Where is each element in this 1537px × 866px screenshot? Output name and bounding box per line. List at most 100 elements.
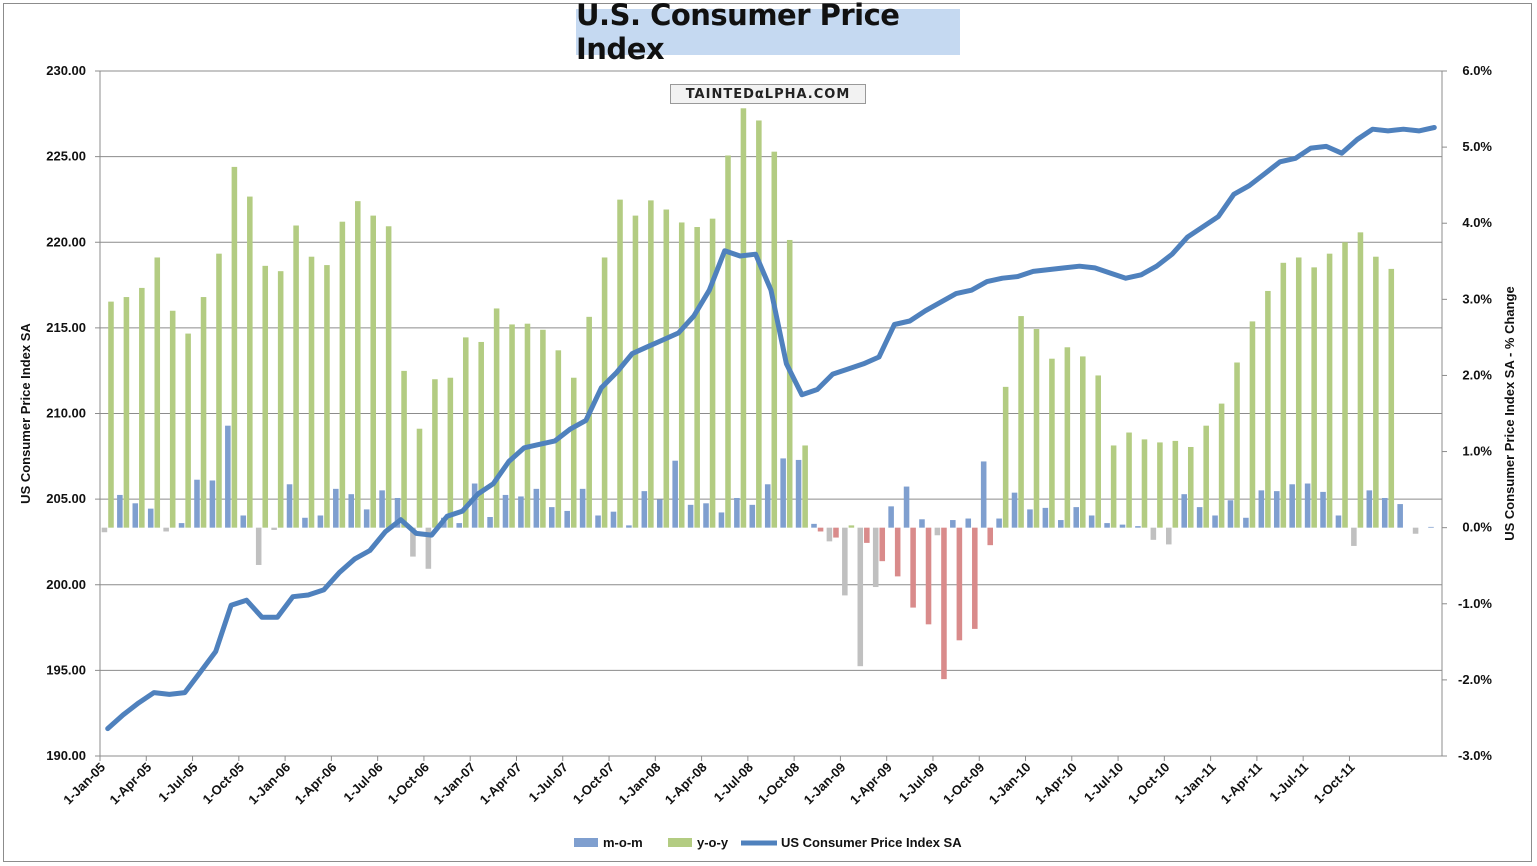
bar-y-o-y (694, 227, 700, 528)
x-tick-label: 1-Apr-09 (847, 760, 895, 808)
bar-m-o-m (1166, 527, 1172, 545)
bar-y-o-y (1357, 232, 1364, 528)
bar-m-o-m (764, 484, 771, 528)
bar-m-o-m (1073, 507, 1080, 528)
bar-m-o-m (1335, 515, 1342, 528)
y-left-tick-label: 210.00 (46, 406, 86, 421)
legend-label-y-o-y: y-o-y (697, 835, 729, 850)
x-tick-label: 1-Jan-07 (430, 760, 478, 808)
bar-m-o-m (1381, 497, 1388, 528)
bar-m-o-m (1351, 527, 1357, 546)
bar-m-o-m (1119, 524, 1126, 528)
bar-m-o-m (1088, 515, 1095, 528)
x-tick-label: 1-Jan-08 (616, 760, 664, 808)
bar-y-o-y (1002, 386, 1009, 528)
bar-y-o-y (478, 341, 484, 528)
x-tick-label: 1-Apr-10 (1032, 760, 1080, 808)
legend-swatch-y-o-y (668, 838, 692, 847)
bar-y-o-y (709, 218, 716, 528)
x-tick-label: 1-Oct-11 (1311, 760, 1358, 807)
bar-m-o-m (163, 527, 169, 532)
bar-y-o-y (524, 323, 531, 528)
bar-m-o-m (1027, 509, 1033, 528)
chart-frame (3, 3, 1532, 862)
x-tick-label: 1-Jan-10 (986, 760, 1034, 808)
y-left-tick-label: 190.00 (46, 748, 86, 763)
x-tick-label: 1-Jan-09 (801, 760, 849, 808)
x-tick-label: 1-Oct-08 (755, 760, 802, 807)
y-right-tick-label: -2.0% (1458, 672, 1492, 687)
y-right-tick-label: 3.0% (1462, 291, 1492, 306)
bar-m-o-m (379, 490, 385, 528)
bar-m-o-m (888, 506, 894, 528)
bar-y-o-y (756, 120, 762, 528)
bar-y-o-y (894, 527, 901, 577)
bar-m-o-m (842, 527, 848, 596)
bar-m-o-m (117, 494, 123, 528)
bar-y-o-y (1157, 442, 1163, 528)
bar-y-o-y (1018, 316, 1024, 528)
legend-label-m-o-m: m-o-m (603, 835, 643, 850)
x-tick-label: 1-Jan-05 (60, 760, 108, 808)
legend-label-cpi: US Consumer Price Index SA (781, 835, 962, 850)
y-right-tick-label: 0.0% (1462, 520, 1492, 535)
x-tick-label: 1-Oct-07 (570, 760, 617, 807)
bar-m-o-m (410, 527, 416, 557)
bar-m-o-m (1273, 491, 1280, 528)
bar-m-o-m (101, 527, 108, 533)
bar-y-o-y (956, 527, 963, 641)
bar-y-o-y (231, 166, 238, 528)
bar-m-o-m (456, 523, 462, 528)
bar-y-o-y (385, 226, 392, 528)
bar-m-o-m (333, 488, 339, 528)
bar-y-o-y (802, 445, 808, 528)
y-right-tick-label: -3.0% (1458, 748, 1492, 763)
bar-m-o-m (934, 527, 941, 536)
bar-m-o-m (286, 484, 293, 528)
bar-y-o-y (1095, 375, 1101, 528)
y-right-tick-label: 4.0% (1462, 215, 1492, 230)
bar-m-o-m (564, 510, 570, 528)
bar-m-o-m (348, 494, 355, 528)
bar-y-o-y (216, 253, 222, 528)
bar-m-o-m (687, 504, 694, 528)
x-tick-label: 1-Oct-09 (940, 760, 987, 807)
bar-y-o-y (200, 297, 207, 528)
bar-m-o-m (610, 511, 617, 528)
bar-m-o-m (703, 503, 709, 528)
bar-y-o-y (910, 527, 916, 608)
x-tick-label: 1-Apr-08 (662, 760, 710, 808)
bar-m-o-m (872, 527, 879, 588)
bar-y-o-y (663, 209, 670, 528)
bar-y-o-y (432, 379, 438, 528)
bar-m-o-m (363, 509, 370, 528)
bar-y-o-y (648, 200, 654, 528)
bar-m-o-m (718, 512, 725, 528)
bar-y-o-y (169, 310, 176, 528)
bar-y-o-y (1249, 321, 1256, 528)
bar-y-o-y (308, 256, 315, 528)
bar-m-o-m (919, 519, 925, 528)
bar-m-o-m (502, 494, 509, 528)
x-tick-label: 1-Jul-11 (1266, 760, 1311, 805)
bar-y-o-y (185, 333, 191, 528)
bar-y-o-y (1141, 439, 1148, 528)
bar-m-o-m (1320, 491, 1326, 528)
bar-m-o-m (811, 523, 817, 528)
bar-y-o-y (817, 527, 824, 532)
bar-m-o-m (271, 527, 277, 530)
bar-m-o-m (1196, 507, 1203, 528)
bar-y-o-y (725, 155, 731, 528)
bar-y-o-y (586, 316, 592, 528)
bar-y-o-y (972, 527, 978, 629)
y-left-tick-label: 225.00 (46, 149, 86, 164)
x-tick-label: 1-Apr-07 (477, 760, 525, 808)
x-tick-label: 1-Apr-06 (292, 760, 340, 808)
bar-m-o-m (425, 527, 432, 569)
bar-y-o-y (540, 329, 546, 528)
bar-y-o-y (509, 324, 515, 528)
bar-m-o-m (1258, 490, 1265, 528)
bar-y-o-y (848, 525, 855, 528)
bar-y-o-y (1110, 445, 1117, 528)
x-tick-label: 1-Jul-05 (155, 760, 200, 805)
